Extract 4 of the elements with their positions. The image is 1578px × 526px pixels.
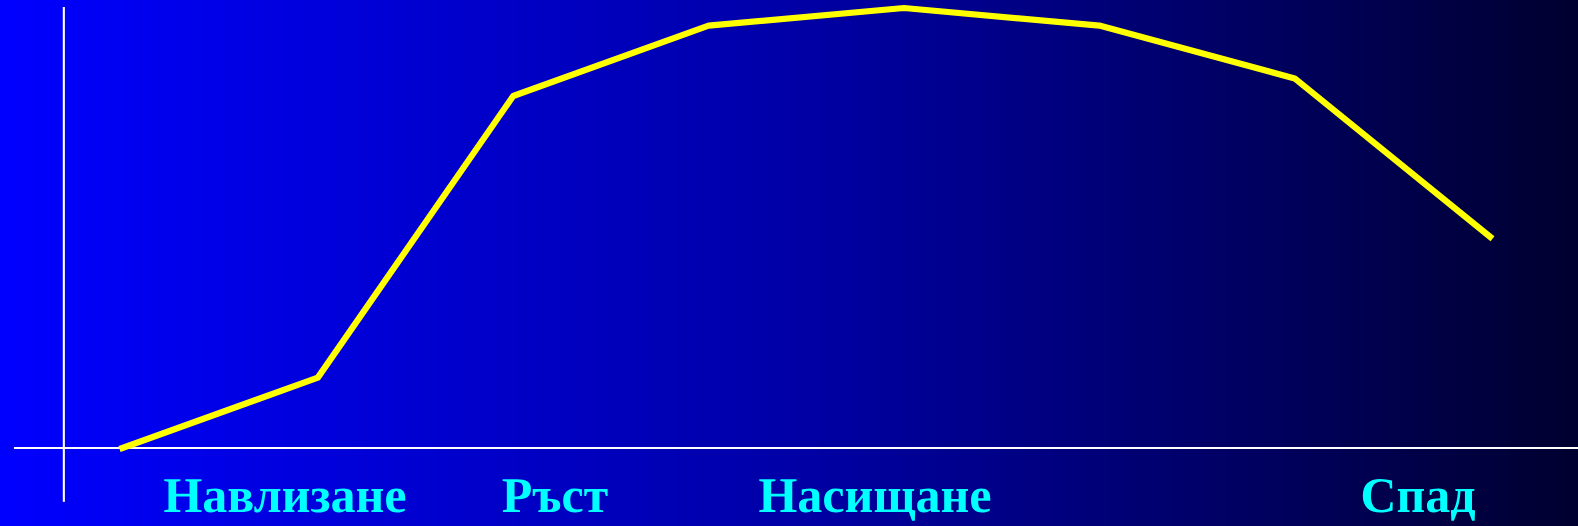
text: Навлизане xyxy=(164,479,406,513)
text: Ръст xyxy=(502,479,608,513)
text: Спад xyxy=(1362,478,1476,521)
text: Насищане xyxy=(759,479,991,521)
